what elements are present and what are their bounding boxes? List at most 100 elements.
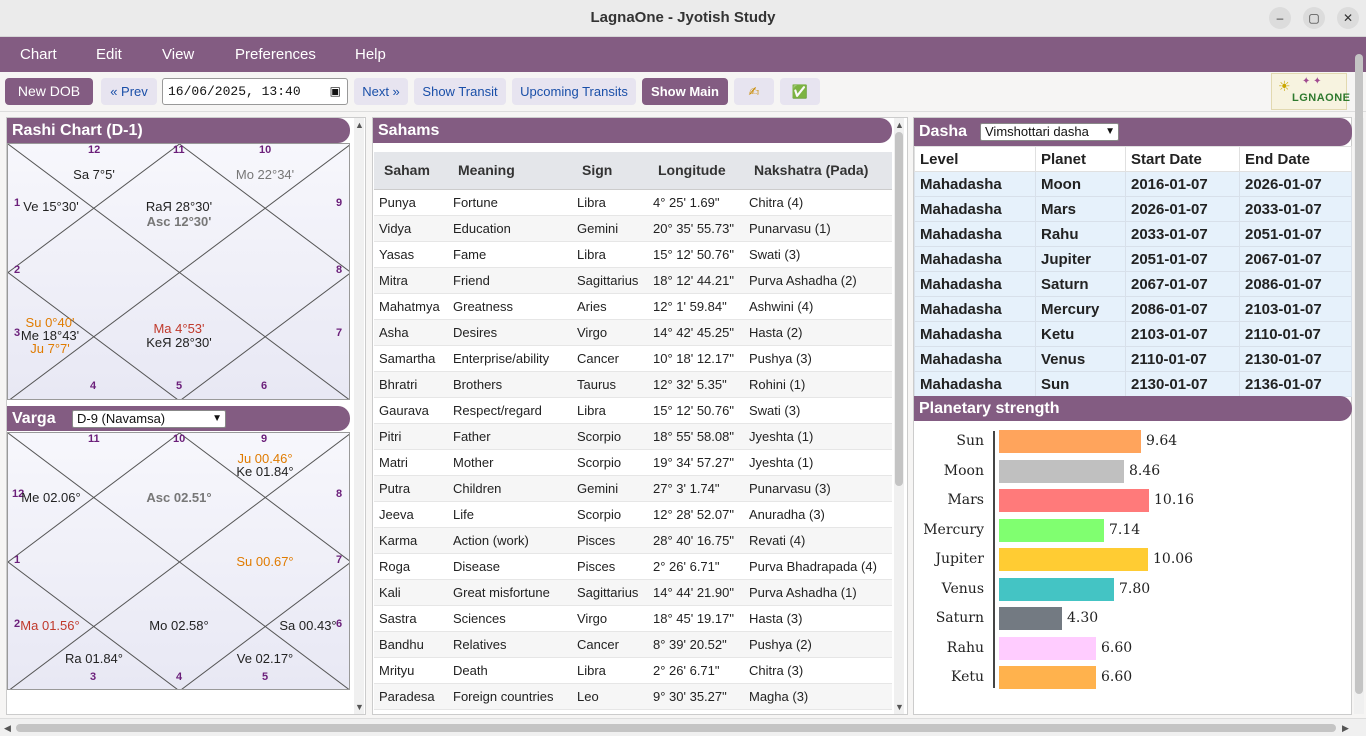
menu-view[interactable]: View xyxy=(162,46,195,63)
datetime-input[interactable]: 16/06/2025, 13:40 ▣ xyxy=(162,78,348,105)
saham-name: Mrityu xyxy=(374,657,448,684)
app-logo: ☀ ✦ ✦ LGNAONE xyxy=(1271,73,1350,110)
bar-value-moon: 8.46 xyxy=(1129,463,1161,479)
sahams-scrollbar[interactable]: ▲ ▼ xyxy=(894,118,904,714)
horizontal-scrollbar[interactable]: ◀ ▶ xyxy=(0,718,1366,736)
saham-meaning: Relatives xyxy=(448,631,572,658)
menu-help[interactable]: Help xyxy=(355,46,386,63)
rashi-house-11: 11 xyxy=(173,144,185,156)
dasha-select[interactable]: Vimshottari dasha ▼ xyxy=(980,123,1119,141)
check-button[interactable]: ✅ xyxy=(780,78,820,105)
saham-row[interactable]: Asha Desires Virgo 14° 42' 45.25" Hasta (2) xyxy=(374,319,892,346)
saham-row[interactable]: Samartha Enterprise/ability Cancer 10° 18' … xyxy=(374,345,892,372)
scroll-thumb[interactable] xyxy=(895,132,903,486)
menu-chart[interactable]: Chart xyxy=(20,46,57,63)
saham-row[interactable]: Punya Fortune Libra 4° 25' 1.69" Chitra (4) xyxy=(374,189,892,216)
dasha-row[interactable]: Mahadasha Sun 2130-01-07 2136-01-07 xyxy=(914,371,1352,397)
col-saham[interactable]: Saham xyxy=(374,152,448,190)
right-scrollbar[interactable] xyxy=(1354,54,1364,714)
saham-row[interactable]: Pitri Father Scorpio 18° 55' 58.08" Jyeshta … xyxy=(374,423,892,450)
scroll-up-icon[interactable]: ▲ xyxy=(895,120,904,130)
scroll-left-icon[interactable]: ◀ xyxy=(4,723,11,733)
saham-row[interactable]: Bhratri Brothers Taurus 12° 32' 5.35" Rohini… xyxy=(374,371,892,398)
sahams-title: Sahams xyxy=(373,118,892,143)
dasha-start-date: 2033-01-07 xyxy=(1125,221,1240,247)
saham-row[interactable]: Mahatmya Greatness Aries 12° 1' 59.84" Ashwi… xyxy=(374,293,892,320)
saham-sign: Leo xyxy=(572,683,648,710)
show-transit-button[interactable]: Show Transit xyxy=(414,78,506,105)
dasha-row[interactable]: Mahadasha Rahu 2033-01-07 2051-01-07 xyxy=(914,221,1352,247)
varga-selected-value: D-9 (Navamsa) xyxy=(77,411,166,426)
maximize-button[interactable]: ▢ xyxy=(1303,7,1325,29)
bar-value-mercury: 7.14 xyxy=(1109,522,1141,538)
left-scrollbar[interactable]: ▲ ▼ xyxy=(354,118,364,714)
dasha-row[interactable]: Mahadasha Ketu 2103-01-07 2110-01-07 xyxy=(914,321,1352,347)
close-button[interactable]: ✕ xyxy=(1337,7,1359,29)
saham-nakshatra: Chitra (3) xyxy=(744,657,892,684)
saham-row[interactable]: Gaurava Respect/regard Libra 15° 12' 50.76"… xyxy=(374,397,892,424)
scroll-right-icon[interactable]: ▶ xyxy=(1342,723,1349,733)
prev-button[interactable]: « Prev xyxy=(101,78,157,105)
write-note-button[interactable]: ✍ xyxy=(734,78,774,105)
saham-meaning: Father xyxy=(448,423,572,450)
saham-row[interactable]: Jeeva Life Scorpio 12° 28' 52.07" Anuradha (… xyxy=(374,501,892,528)
scroll-thumb[interactable] xyxy=(16,724,1336,732)
dasha-row[interactable]: Mahadasha Saturn 2067-01-07 2086-01-07 xyxy=(914,271,1352,297)
show-main-button[interactable]: Show Main xyxy=(642,78,728,105)
saham-sign: Aries xyxy=(572,293,648,320)
scroll-thumb[interactable] xyxy=(1355,54,1363,694)
dasha-row[interactable]: Mahadasha Jupiter 2051-01-07 2067-01-07 xyxy=(914,246,1352,272)
saham-row[interactable]: Matri Mother Scorpio 19° 34' 57.27" Jyeshta … xyxy=(374,449,892,476)
saham-row[interactable]: Bandhu Relatives Cancer 8° 39' 20.52" Pushya… xyxy=(374,631,892,658)
bar-mars xyxy=(999,489,1149,512)
saham-row[interactable]: Kali Great misfortune Sagittarius 14° 44' 2… xyxy=(374,579,892,606)
col-longitude[interactable]: Longitude xyxy=(648,152,744,190)
saham-row[interactable]: Paradesa Foreign countries Leo 9° 30' 35.27… xyxy=(374,683,892,710)
saham-row[interactable]: Yasas Fame Libra 15° 12' 50.76" Swati (3) xyxy=(374,241,892,268)
saham-name: Roga xyxy=(374,553,448,580)
saham-nakshatra: Jyeshta (1) xyxy=(744,449,892,476)
dasha-row[interactable]: Mahadasha Moon 2016-01-07 2026-01-07 xyxy=(914,171,1352,197)
scroll-up-icon[interactable]: ▲ xyxy=(355,120,364,130)
saham-meaning: Respect/regard xyxy=(448,397,572,424)
title-bar: LagnaOne - Jyotish Study – ▢ ✕ xyxy=(0,0,1366,37)
saham-meaning: Foreign countries xyxy=(448,683,572,710)
saham-sign: Pisces xyxy=(572,527,648,554)
dasha-level: Mahadasha xyxy=(914,246,1036,272)
minimize-button[interactable]: – xyxy=(1269,7,1291,29)
rashi-house-9: 9 xyxy=(336,197,343,209)
saham-longitude: 20° 35' 55.73" xyxy=(648,215,744,242)
rashi-planet-ve: Ve 15°30' xyxy=(23,199,79,214)
saham-row[interactable]: Sastra Sciences Virgo 18° 45' 19.17" Hasta (… xyxy=(374,605,892,632)
dasha-row[interactable]: Mahadasha Venus 2110-01-07 2130-01-07 xyxy=(914,346,1352,372)
saham-longitude: 14° 44' 21.90" xyxy=(648,579,744,606)
saham-row[interactable]: Roga Disease Pisces 2° 26' 6.71" Purva Bhadr… xyxy=(374,553,892,580)
dasha-level: Mahadasha xyxy=(914,271,1036,297)
col-meaning[interactable]: Meaning xyxy=(448,152,572,190)
saham-row[interactable]: Vidya Education Gemini 20° 35' 55.73" Punarv… xyxy=(374,215,892,242)
saham-row[interactable]: Karma Action (work) Pisces 28° 40' 16.75" Re… xyxy=(374,527,892,554)
scroll-down-icon[interactable]: ▼ xyxy=(355,702,364,712)
sahams-table: Saham Meaning Sign Longitude Nakshatra (… xyxy=(374,152,892,710)
varga-select[interactable]: D-9 (Navamsa) ▼ xyxy=(72,410,226,428)
rashi-house-8: 8 xyxy=(336,264,343,276)
col-sign[interactable]: Sign xyxy=(572,152,648,190)
col-nakshatra[interactable]: Nakshatra (Pada) xyxy=(744,152,892,190)
saham-row[interactable]: Putra Children Gemini 27° 3' 1.74" Punarvasu… xyxy=(374,475,892,502)
saham-nakshatra: Chitra (4) xyxy=(744,189,892,216)
varga-house-2: 2 xyxy=(14,618,21,630)
menu-preferences[interactable]: Preferences xyxy=(235,46,316,63)
saham-nakshatra: Purva Ashadha (1) xyxy=(744,579,892,606)
next-button[interactable]: Next » xyxy=(354,78,408,105)
upcoming-transits-button[interactable]: Upcoming Transits xyxy=(512,78,636,105)
saham-row[interactable]: Mrityu Death Libra 2° 26' 6.71" Chitra (3) xyxy=(374,657,892,684)
new-dob-button[interactable]: New DOB xyxy=(5,78,93,105)
saham-sign: Gemini xyxy=(572,475,648,502)
dasha-row[interactable]: Mahadasha Mercury 2086-01-07 2103-01-07 xyxy=(914,296,1352,322)
saham-row[interactable]: Mitra Friend Sagittarius 18° 12' 44.21" Purv… xyxy=(374,267,892,294)
scroll-down-icon[interactable]: ▼ xyxy=(895,702,904,712)
rashi-house-3: 3 xyxy=(14,327,21,339)
menu-edit[interactable]: Edit xyxy=(96,46,122,63)
calendar-icon[interactable]: ▣ xyxy=(329,84,341,98)
dasha-row[interactable]: Mahadasha Mars 2026-01-07 2033-01-07 xyxy=(914,196,1352,222)
